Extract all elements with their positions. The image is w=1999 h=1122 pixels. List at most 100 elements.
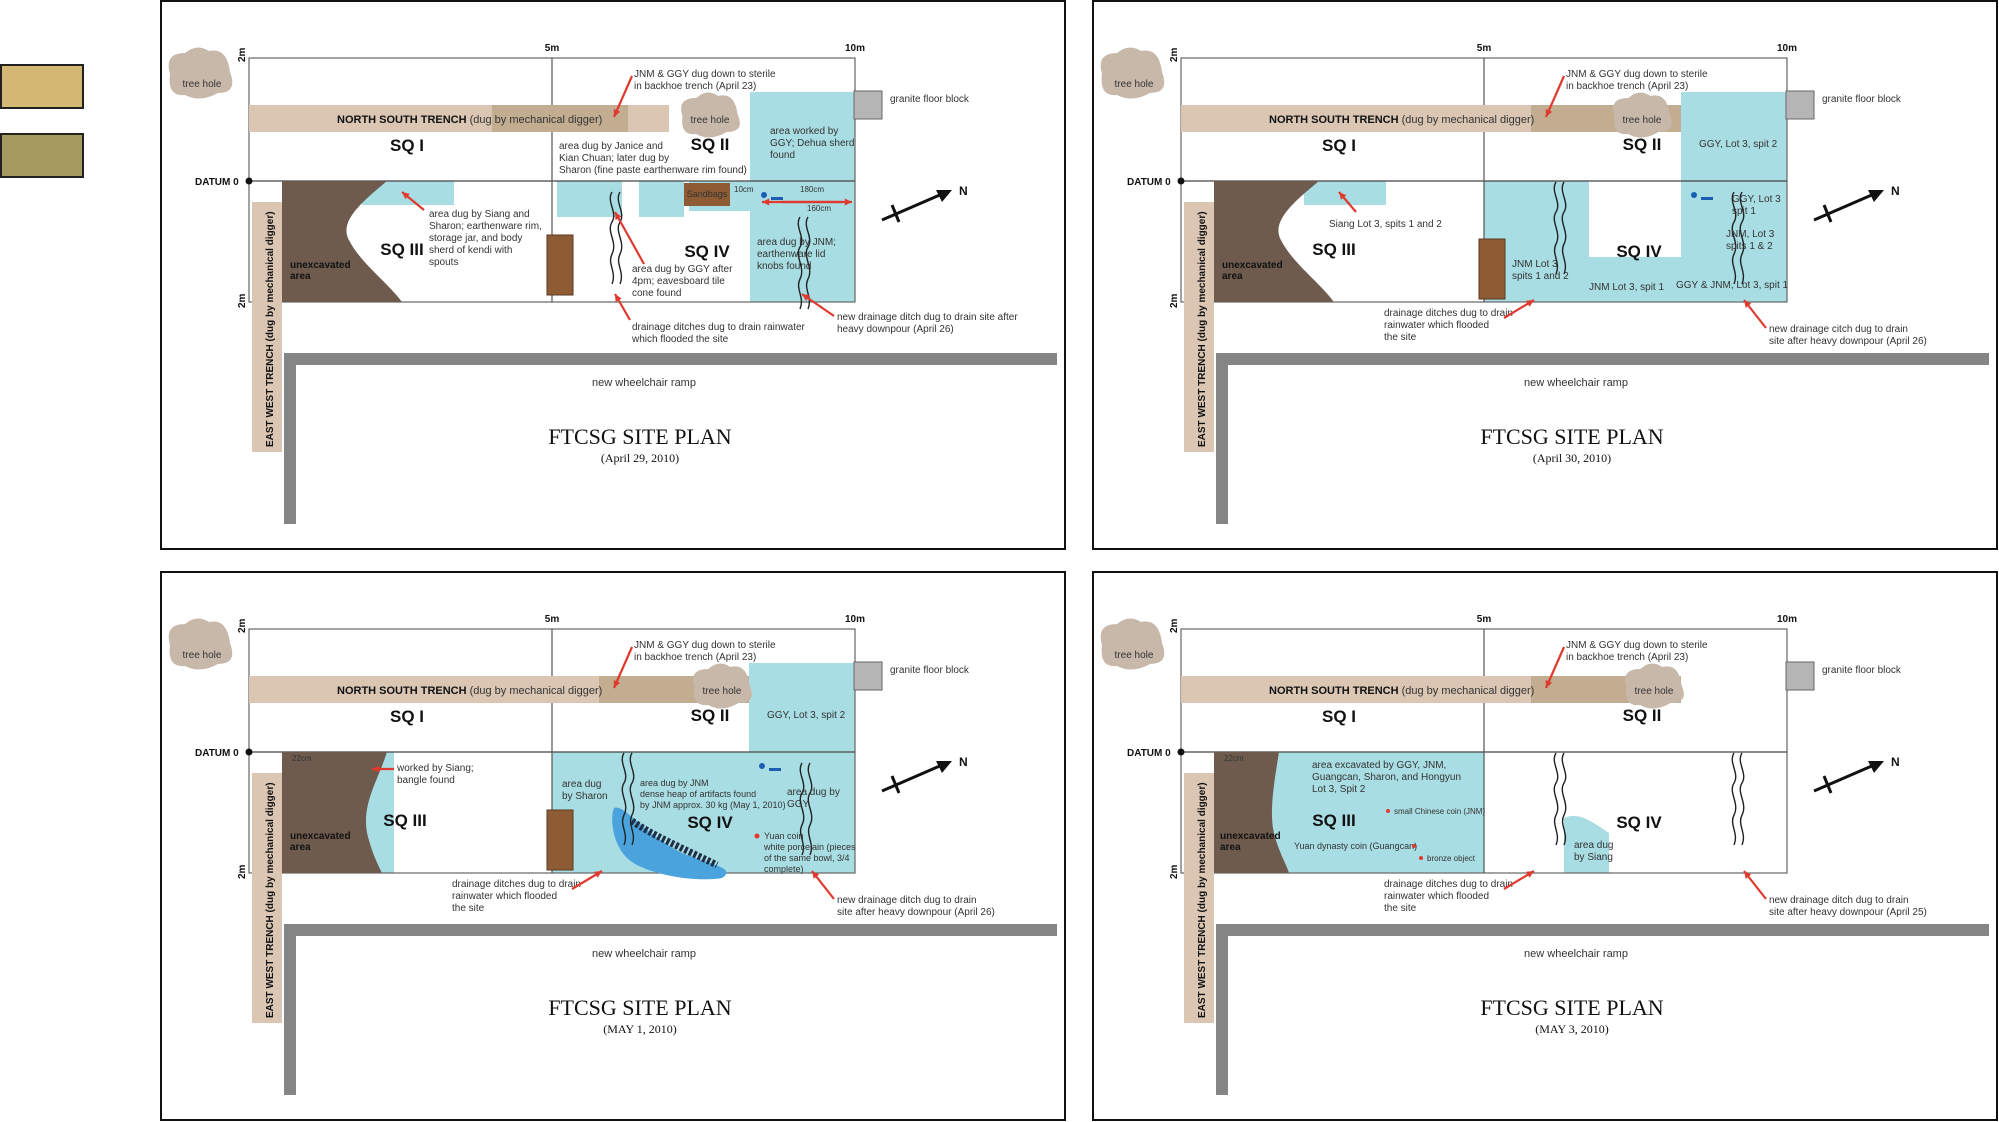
find-marker [761, 192, 767, 198]
sterile-arrow [1544, 646, 1566, 689]
wheelchair-ramp [284, 353, 1057, 524]
note-yuan-coin-line: white porcelain (pieces [763, 842, 856, 852]
tick-10m: 10m [1777, 614, 1797, 625]
arrow-siang [401, 191, 425, 211]
sq2-label: SQ II [691, 706, 730, 725]
note-drainage: drainage ditches dug to drain rainwaterw… [631, 322, 806, 345]
sq4-label: SQ IV [1616, 242, 1662, 261]
site-plan-title: FTCSG SITE PLAN [548, 424, 731, 449]
note-ggy-lot3-spit1-line: GGY, Lot 3 [1732, 194, 1781, 205]
sq1-label: SQ I [1322, 707, 1356, 726]
granite-label: granite floor block [1822, 94, 1902, 105]
drainage-ditch-center [1553, 752, 1559, 846]
site-plan-panel-may-1: tree hole 5m 10m 2m 2m DATUM 0 granite floor b… [160, 571, 1066, 1121]
note-janice-line: Sharon (fine paste earthenware rim found… [559, 165, 747, 176]
north-arrow-label: N [959, 184, 968, 198]
tick-2m-top: 2m [237, 47, 248, 62]
artifact-heap [612, 807, 727, 880]
sq4-label: SQ IV [687, 813, 733, 832]
sq1-label: SQ I [1322, 136, 1356, 155]
note-jnm-lot3-spits-line: spits 1 & 2 [1726, 241, 1773, 252]
unexcavated-area [282, 181, 402, 302]
note-yuan-coin-line: Yuan coin [764, 831, 804, 841]
site-plan-drawing: tree hole 5m 10m 2m 2m DATUM 0 granite floor b… [1100, 43, 1989, 524]
drainage-ditch-center [1561, 181, 1567, 275]
drainage-ditch-center [629, 752, 635, 846]
ramp-label: new wheelchair ramp [592, 377, 696, 389]
tree-hole-label: tree hole [1115, 79, 1154, 90]
tick-2m-bottom: 2m [1169, 293, 1180, 308]
arrow-drainage [1503, 299, 1535, 319]
sq1-label: SQ I [390, 707, 424, 726]
drainage-ditch-center [617, 191, 623, 285]
arrow-drainage-ne [801, 293, 835, 317]
brown-block [546, 809, 574, 871]
tree-hole-sq2 [1625, 663, 1684, 709]
tree-hole-sq2 [681, 92, 740, 138]
note-ggy-jnm: GGY & JNM, Lot 3, spit 1 [1676, 280, 1789, 291]
east-west-trench [1184, 773, 1214, 1023]
sq4-label: SQ IV [684, 242, 730, 261]
unexcavated-label-line: unexcavated [290, 260, 351, 271]
excavated-area-janice [557, 181, 622, 217]
unexcavated-label-line: area [290, 271, 311, 282]
granite-label: granite floor block [1822, 665, 1902, 676]
tree-hole-sq2 [1613, 92, 1672, 138]
ramp-label: new wheelchair ramp [1524, 948, 1628, 960]
granite-floor-block [1785, 661, 1815, 691]
find-marker [759, 763, 765, 769]
drainage-ditch-center [1561, 752, 1567, 846]
note-siang-line: storage jar, and body [429, 233, 522, 244]
find-marker-bar [769, 768, 781, 771]
note-ggy-lot3-spit1-line: spit 1 [1732, 206, 1756, 217]
note-ggy-worked-line: found [770, 150, 795, 161]
note-drainage-line: the site [1384, 903, 1417, 914]
tree-hole-sq2-label: tree hole [1623, 115, 1662, 126]
tick-10m: 10m [1777, 43, 1797, 54]
north-arrow-label: N [959, 755, 968, 769]
sandbags-label: Sandbags [687, 189, 728, 199]
tree-hole-label: tree hole [183, 650, 222, 661]
north-arrow: N [881, 755, 968, 794]
tick-5m: 5m [545, 614, 560, 625]
note-drainage-ne-line: heavy downpour (April 26) [837, 324, 954, 335]
note-drainage-line: drainage ditches dug to drain rainwater [632, 322, 806, 333]
tick-10m: 10m [845, 614, 865, 625]
drainage-ditch-east [1739, 752, 1745, 846]
ns-trench-label: NORTH SOUTH TRENCH (dug by mechanical di… [337, 114, 602, 126]
tree-hole-sq2-label: tree hole [1635, 686, 1674, 697]
note-jnm-lot3-a-line: spits 1 and 2 [1512, 271, 1569, 282]
east-west-trench [252, 773, 282, 1023]
arrow-drainage [571, 870, 603, 890]
north-arrow: N [881, 184, 968, 223]
note-jnm-line: earthenware lid [757, 249, 825, 260]
measure-arrow-left [762, 198, 842, 206]
note-yuan-coin-line: of the same bowl, 3/4 [764, 853, 850, 863]
yuan-coin-marker [754, 833, 760, 839]
sq3-label: SQ III [1312, 240, 1355, 259]
unexcavated-area [1214, 181, 1334, 302]
ns-trench-label: NORTH SOUTH TRENCH (dug by mechanical di… [337, 685, 602, 697]
note-jnm-lot3-spits-line: JNM, Lot 3 [1726, 229, 1775, 240]
note-excavated-line: Guangcan, Sharon, and Hongyun [1312, 772, 1461, 783]
note-ggy-lot3-spit2: GGY, Lot 3, spit 2 [767, 710, 846, 721]
site-plan-date: (MAY 1, 2010) [603, 1022, 676, 1036]
bronze-marker [1419, 856, 1423, 860]
note-drainage-ne: new drainage ditch dug to drain site aft… [837, 312, 1018, 335]
sterile-note-line: in backhoe trench (April 23) [634, 81, 756, 92]
tick-2m-top: 2m [237, 618, 248, 633]
east-west-trench [1184, 202, 1214, 452]
sterile-note-line: JNM & GGY dug down to sterile [634, 640, 776, 651]
brown-block [1478, 238, 1506, 300]
excavated-area-jnm-spit1 [1589, 257, 1681, 302]
note-drainage-line: rainwater which flooded [1384, 891, 1489, 902]
